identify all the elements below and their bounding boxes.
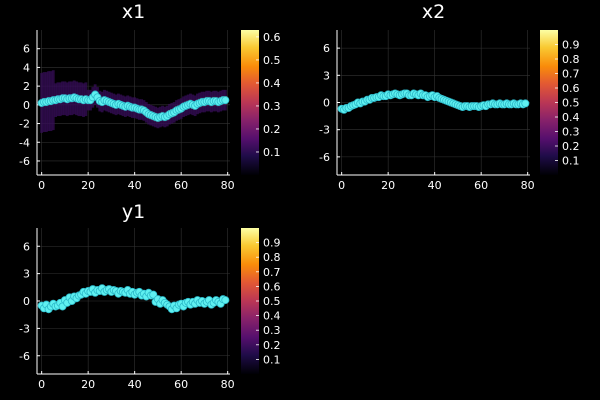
colorbar-gradient [540, 30, 558, 175]
subplot-title: x2 [422, 1, 445, 23]
x-tick-label: 40 [128, 179, 142, 192]
colorbar-tick-label: 0.4 [562, 111, 580, 124]
colorbar-tick-label: 0.2 [263, 123, 281, 136]
subplot-x2: 0 20 40 60 80-6-3036x20.10.20.30.40.50.60.70… [319, 1, 579, 192]
colorbar-tick-label: 0.6 [263, 280, 281, 293]
colorbar-tick-label: 0.6 [562, 82, 580, 95]
x-tick-label: 20 [81, 378, 95, 391]
colorbar-tick-label: 0.2 [562, 140, 580, 153]
y-tick-label: 3 [323, 69, 330, 82]
y-tick-label: 3 [23, 268, 30, 281]
colorbar: 0.1 0.20.3 0.40.5 0.60.7 0.80.9 [540, 30, 580, 175]
subplot-title: x1 [122, 1, 145, 23]
colorbar-tick-label: 0.9 [562, 39, 580, 52]
colorbar-tick-label: 0.7 [562, 68, 580, 81]
x-tick-label: 40 [128, 378, 142, 391]
colorbar: 0.10.2 0.30.4 0.5 0.60.7 0.80.9 [241, 228, 281, 374]
y-tick-label: -3 [19, 322, 30, 335]
colorbar-tick-label: 0.3 [562, 126, 580, 139]
colorbar-tick-label: 0.1 [263, 146, 281, 159]
colorbar-tick-label: 0.3 [263, 100, 281, 113]
colorbar-tick-label: 0.3 [263, 324, 281, 337]
x-tick-label: 60 [174, 179, 188, 192]
colorbar-tick-label: 0.5 [263, 295, 281, 308]
y-tick-label: 0 [23, 99, 30, 112]
subplot-y1: 0 20 40 60 80-6-3036y10.10.20.30.40.50.60.70… [19, 201, 280, 391]
y-tick-label: -4 [19, 136, 30, 149]
x-tick-label: 60 [174, 378, 188, 391]
colorbar-tick-label: 0.5 [263, 54, 281, 67]
colorbar-tick-label: 0.1 [263, 353, 281, 366]
x-tick-label: 0 [338, 179, 345, 192]
colorbar-tick-label: 0.4 [263, 77, 281, 90]
x-tick-label: 20 [81, 179, 95, 192]
colorbar-gradient [241, 228, 259, 374]
colorbar-tick-label: 0.8 [263, 251, 281, 264]
subplot-x1: 0 20 40 60 80 -6 -4 -2 0 2 4 6 x1 0.1 0.2 0.3 0.4 0.5 0.6 [19, 1, 280, 192]
y-tick-label: -6 [19, 155, 30, 168]
y-tick-label: -6 [319, 151, 330, 164]
x-tick-label: 80 [221, 179, 235, 192]
colorbar-tick-label: 0.9 [263, 237, 281, 250]
colorbar: 0.1 0.2 0.3 0.4 0.5 0.6 [241, 30, 281, 175]
y-tick-label: -2 [19, 118, 30, 131]
x-tick-label: 80 [521, 179, 535, 192]
y-tick-label: 6 [23, 43, 30, 56]
colorbar-tick-label: 0.5 [562, 97, 580, 110]
x-tick-label: 80 [221, 378, 235, 391]
colorbar-tick-label: 0.8 [562, 53, 580, 66]
colorbar-gradient [241, 30, 259, 175]
y-tick-label: 4 [23, 61, 30, 74]
x-tick-label: 0 [38, 378, 45, 391]
colorbar-tick-label: 0.4 [263, 310, 281, 323]
data-point [221, 296, 230, 305]
x-tick-label: 40 [428, 179, 442, 192]
y-tick-label: 2 [23, 80, 30, 93]
x-tick-label: 20 [381, 179, 395, 192]
colorbar-tick-label: 0.7 [263, 266, 281, 279]
y-tick-label: 0 [323, 97, 330, 110]
colorbar-tick-label: 0.6 [263, 31, 281, 44]
colorbar-tick-label: 0.1 [562, 155, 580, 168]
x-tick-label: 60 [474, 179, 488, 192]
data-point [521, 99, 530, 108]
y-tick-label: 0 [23, 295, 30, 308]
y-tick-label: -6 [19, 350, 30, 363]
subplot-title: y1 [122, 201, 145, 223]
y-tick-label: 6 [23, 240, 30, 253]
data-point [221, 96, 230, 105]
colorbar-tick-label: 0.2 [263, 339, 281, 352]
y-tick-label: 6 [323, 42, 330, 55]
y-tick-label: -3 [319, 124, 330, 137]
x-tick-label: 0 [38, 179, 45, 192]
